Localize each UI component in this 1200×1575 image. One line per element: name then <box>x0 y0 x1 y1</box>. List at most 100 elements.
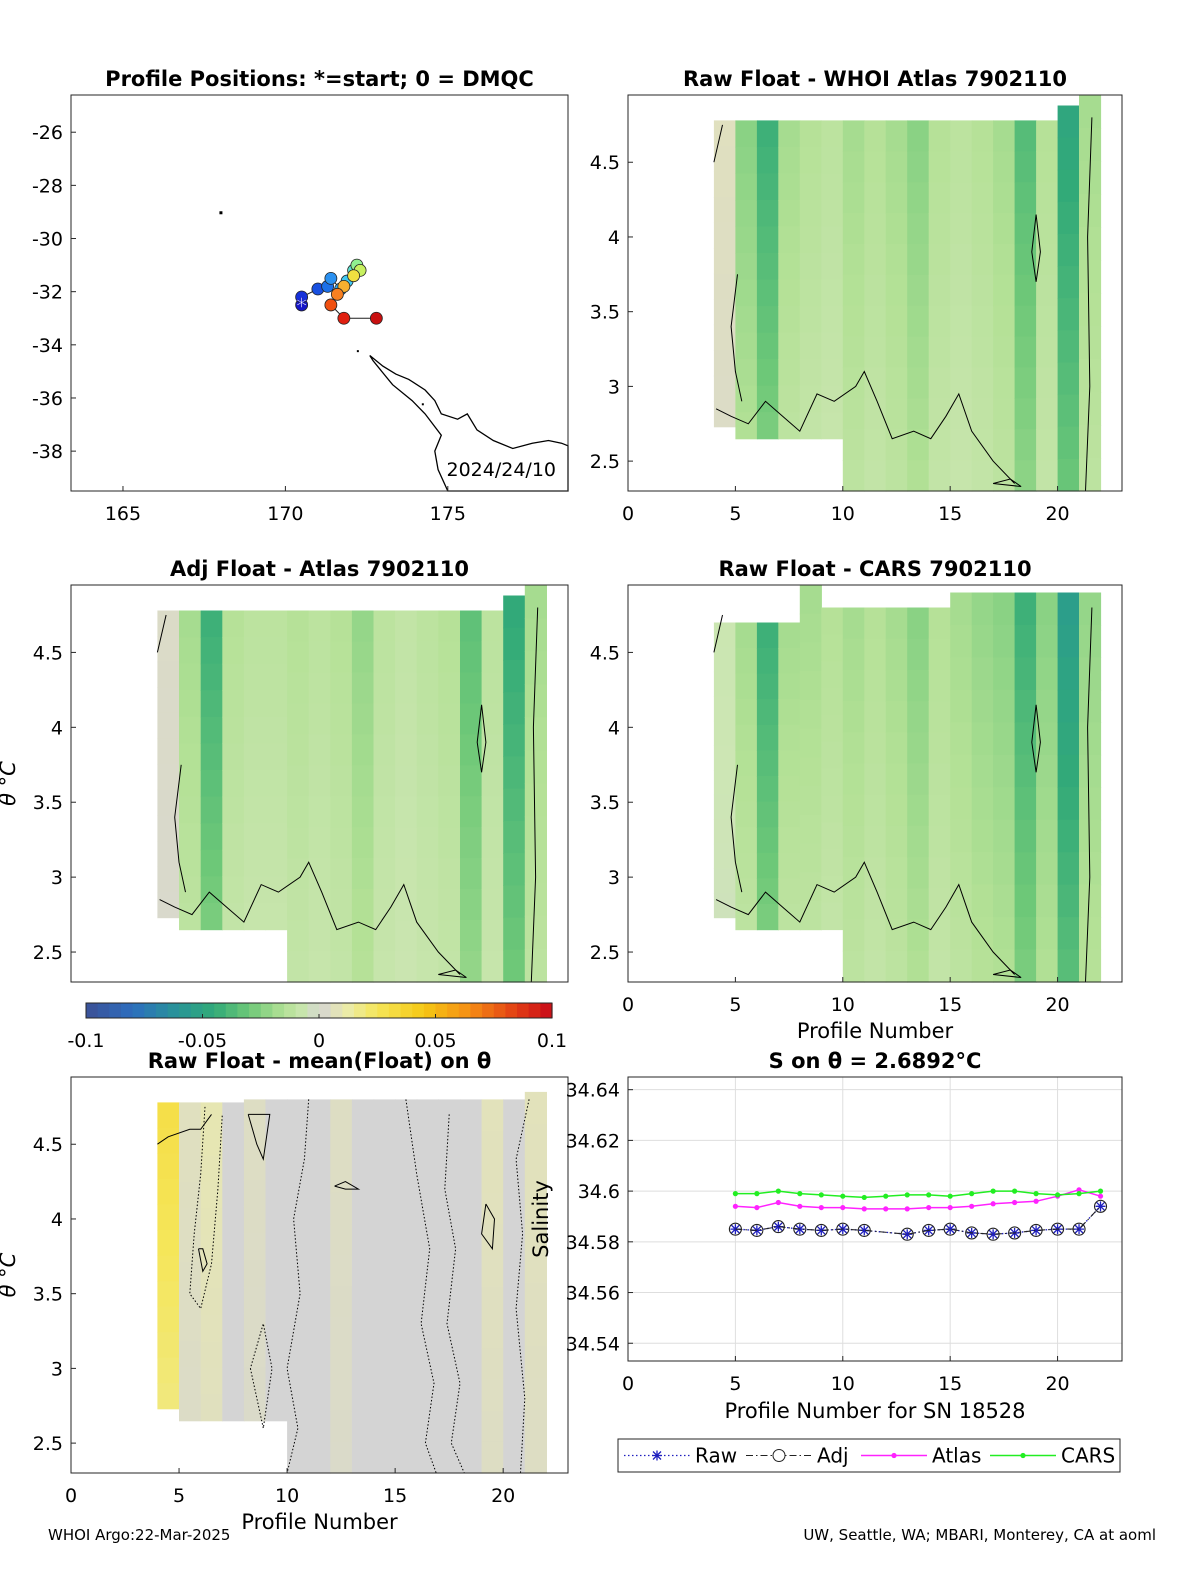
heatmap-cell <box>330 1441 353 1474</box>
heatmap-cell <box>1079 917 1102 951</box>
heatmap-cell <box>200 1102 223 1130</box>
heatmap-cell <box>481 1348 504 1381</box>
heatmap-cell <box>971 624 994 658</box>
heatmap-cell <box>200 663 223 691</box>
heatmap-cell <box>950 243 973 276</box>
heatmap-cell <box>308 827 331 859</box>
heatmap-cell <box>330 641 353 673</box>
series-atlas-point <box>1097 1193 1104 1199</box>
heatmap-cell <box>1036 398 1059 430</box>
heatmap-cell <box>351 1099 375 1132</box>
heatmap-cell <box>713 171 736 198</box>
heatmap-cell <box>864 825 887 858</box>
heatmap-cell <box>950 367 973 399</box>
heatmap-cell <box>735 776 758 803</box>
heatmap-cell <box>778 904 801 931</box>
heatmap-cell <box>993 151 1016 183</box>
heatmap-cell <box>157 840 180 867</box>
heatmap-cell <box>1014 689 1037 723</box>
heatmap-cell <box>928 182 951 214</box>
heatmap-cell <box>799 359 822 387</box>
heatmap-cell <box>222 770 245 798</box>
heatmap-cell <box>713 222 736 249</box>
series-cars-point <box>1054 1192 1061 1198</box>
heatmap-cell <box>907 857 930 889</box>
heatmap-cell <box>438 1223 461 1256</box>
heatmap-cell <box>756 306 779 334</box>
heatmap-cell <box>524 1282 547 1315</box>
heatmap-cell <box>243 610 267 638</box>
chart-title: Raw Float - WHOI Atlas 7902110 <box>683 67 1067 91</box>
heatmap-cell <box>395 1286 418 1318</box>
series-adj-point <box>1072 1222 1086 1236</box>
heatmap-cell <box>460 610 483 643</box>
colorbar-cell <box>179 1003 192 1018</box>
heatmap-cell <box>756 120 779 148</box>
colorbar-cell <box>423 1003 437 1018</box>
heatmap-cell <box>395 889 418 921</box>
heatmap-cell <box>907 460 930 492</box>
heatmap-cell <box>864 243 887 276</box>
heatmap-cell <box>200 1394 223 1422</box>
heatmap-cell <box>222 1394 245 1422</box>
island <box>219 211 223 215</box>
heatmap-cell <box>971 592 994 626</box>
heatmap-cell <box>287 734 310 766</box>
heatmap-cell <box>778 306 801 334</box>
heatmap-cell <box>1014 657 1037 691</box>
heatmap-cell <box>416 1255 439 1287</box>
heatmap-cell <box>1036 917 1059 951</box>
heatmap-cell <box>330 827 353 859</box>
heatmap-cell <box>735 801 758 828</box>
heatmap-cell <box>395 827 418 859</box>
colorbar-cell <box>365 1003 378 1018</box>
contour-line <box>481 1203 496 1251</box>
contour-line <box>713 614 723 653</box>
heatmap-cell <box>778 279 801 307</box>
contour-line <box>730 274 743 402</box>
heatmap-cell <box>735 878 758 905</box>
heatmap-cell <box>756 852 779 879</box>
heatmap-cell <box>928 398 951 430</box>
heatmap-cell <box>308 920 331 952</box>
heatmap-cell <box>756 699 779 726</box>
heatmap-cell <box>243 1286 267 1315</box>
heatmap-cell <box>907 243 930 276</box>
contour-line <box>249 1323 273 1429</box>
heatmap-cell <box>395 1317 418 1349</box>
heatmap-cell <box>864 182 887 214</box>
heatmap-cell <box>503 1410 526 1443</box>
colorbar-cell <box>307 1003 320 1018</box>
colorbar-cell <box>214 1003 227 1018</box>
heatmap-cell <box>928 367 951 399</box>
heatmap-cell <box>524 1346 547 1379</box>
heatmap-cell <box>481 1255 504 1287</box>
heatmap-cell <box>971 819 994 853</box>
heatmap-cell <box>756 332 779 360</box>
colorbar-cell <box>342 1003 355 1018</box>
heatmap-cell <box>460 1317 483 1349</box>
heatmap-cell <box>351 610 375 643</box>
heatmap-cell <box>157 610 180 637</box>
heatmap-cell <box>416 796 439 828</box>
heatmap-cell <box>928 429 951 461</box>
heatmap-cell <box>756 412 779 440</box>
heatmap-cell <box>928 669 951 702</box>
heatmap-cell <box>821 661 844 689</box>
heatmap-cell <box>460 1161 483 1194</box>
heatmap-cell <box>481 1410 504 1443</box>
heatmap-cell <box>756 904 779 931</box>
heatmap-cell <box>287 951 310 983</box>
heatmap-cell <box>503 788 526 822</box>
heatmap-cell <box>713 893 736 919</box>
heatmap-cell <box>864 213 887 245</box>
chart-title: Profile Positions: *=start; 0 = DMQC <box>105 67 534 91</box>
heatmap-cell <box>157 738 180 765</box>
series-atlas-point <box>1033 1198 1039 1204</box>
heatmap-cell <box>885 151 908 183</box>
heatmap-cell <box>243 716 267 744</box>
heatmap-cell <box>179 796 202 824</box>
heatmap-cell <box>416 1348 439 1381</box>
heatmap-cell <box>993 213 1016 245</box>
heatmap-cell <box>821 173 844 201</box>
